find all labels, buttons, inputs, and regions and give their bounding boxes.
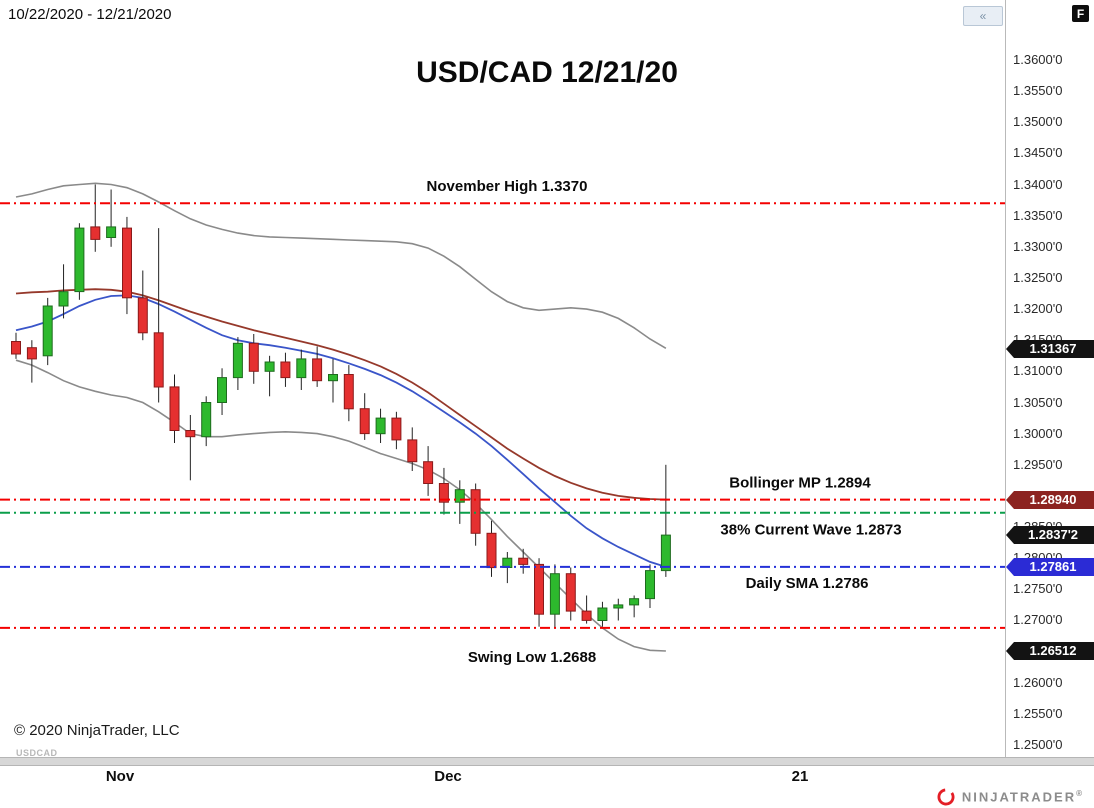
candle [486,520,497,577]
candle [217,368,227,415]
candle [201,396,212,447]
candle [613,598,624,621]
price-badge: 1.2837'2 [1006,526,1094,544]
candle [248,334,259,384]
registered-mark: ® [1076,789,1084,799]
price-badge: 1.27861 [1006,558,1094,576]
overlay-bollinger-midpoint [15,288,666,501]
candle [185,415,196,481]
price-tick: 1.3000'0 [1013,426,1063,441]
candle [106,189,117,247]
candle [597,601,608,627]
hline-38-current-wave-1-2873-label: 38% Current Wave 1.2873 [720,522,901,539]
candle [90,184,101,252]
time-axis[interactable]: Nov Dec 21 [0,766,1094,786]
candle [645,564,655,608]
price-tick: 1.2750'0 [1013,581,1063,596]
ninjatrader-logo: NINJATRADER® [936,786,1084,808]
candle [375,408,386,443]
x-axis-label: Nov [105,768,135,785]
price-plot[interactable]: November High 1.3370 Bollinger MP 1.2894 3… [0,0,1005,757]
candle [391,411,402,450]
price-tick: 1.3200'0 [1013,301,1063,316]
price-tick: 1.3250'0 [1013,270,1063,285]
candle [359,393,370,440]
chevron-left-icon: « [979,9,987,23]
price-tick: 1.3300'0 [1013,239,1063,254]
function-key-badge[interactable]: F [1072,5,1089,22]
price-badge: 1.28940 [1006,491,1094,509]
price-tick: 1.3400'0 [1013,177,1063,192]
candle [407,427,418,471]
candle [296,349,307,390]
price-tick: 1.2950'0 [1013,457,1063,472]
price-badge: 1.31367 [1006,340,1094,358]
symbol-watermark: USDCAD [16,748,58,758]
candle [565,567,576,621]
price-tick: 1.2550'0 [1013,706,1063,721]
candle [42,297,53,366]
candle [328,358,338,403]
candle [470,483,481,546]
candle [122,216,132,315]
candle [232,337,243,390]
chart-title: USD/CAD 12/21/20 [416,56,678,89]
candle [280,352,291,387]
x-axis-label: 21 [791,768,809,785]
candle [549,564,560,628]
candle [660,464,671,577]
candle [343,365,354,422]
candle [423,446,434,496]
price-tick: 1.3450'0 [1013,145,1063,160]
price-tick: 1.2500'0 [1013,737,1063,752]
price-badge: 1.26512 [1006,642,1094,660]
horizontal-scrollbar[interactable] [0,757,1094,766]
x-axis-label: Dec [434,768,462,785]
hline-bollinger-mp-1-2894-label: Bollinger MP 1.2894 [729,475,871,492]
candle [312,346,323,387]
candle [518,548,529,574]
candle [153,228,164,403]
price-tick: 1.3050'0 [1013,395,1063,410]
candle [137,270,148,341]
candle [26,340,37,383]
price-axis[interactable]: 1.3600'0 1.3550'0 1.3500'0 1.3450'0 1.3400'0… [1005,0,1094,757]
candle [11,332,21,359]
candle [629,595,640,618]
candle [58,264,69,319]
candle [454,480,465,524]
price-tick: 1.3350'0 [1013,208,1063,223]
hline-swing-low-1-2688-label: Swing Low 1.2688 [468,649,596,666]
price-tick: 1.3500'0 [1013,114,1063,129]
candle [169,374,180,443]
brand-text: NINJATRADER® [961,789,1084,805]
price-tick: 1.3550'0 [1013,83,1063,98]
candle [264,355,275,397]
candle [581,595,592,624]
ninjatrader-logo-icon [937,788,955,806]
price-tick: 1.3600'0 [1013,52,1063,67]
price-tick: 1.2700'0 [1013,612,1063,627]
copyright-label: © 2020 NinjaTrader, LLC [14,722,180,739]
date-range-label: 10/22/2020 - 12/21/2020 [8,6,172,23]
hline-daily-sma-1-2786-label: Daily SMA 1.2786 [746,575,869,592]
price-tick: 1.3100'0 [1013,363,1063,378]
price-tick: 1.2600'0 [1013,675,1063,690]
hline-november-high-1-3370-label: November High 1.3370 [427,178,588,195]
overlay-bollinger-upper-band [15,182,667,349]
overlay-daily-sma [15,294,667,568]
candle [534,558,544,627]
panel-collapse-button[interactable]: « [963,6,1003,26]
candle [74,223,85,300]
candle [438,467,449,515]
